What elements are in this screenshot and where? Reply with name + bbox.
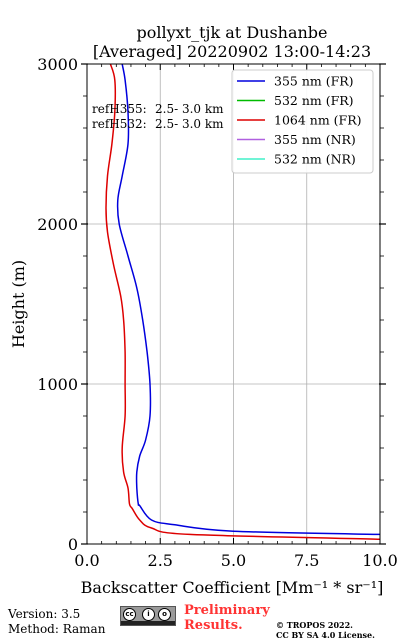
refh532-label: refH532: — [92, 117, 147, 131]
cc-by-sa-icon: cc i o — [120, 606, 176, 626]
copyright-line2: CC BY SA 4.0 License. — [276, 630, 375, 640]
ref-height-annotations: refH355: 2.5- 3.0 km refH532: 2.5- 3.0 k… — [92, 102, 224, 131]
x-tick-label: 5.0 — [221, 551, 246, 570]
legend-label: 532 nm (FR) — [274, 93, 354, 108]
legend-label: 532 nm (NR) — [274, 152, 356, 167]
refh355-label: refH355: — [92, 102, 147, 116]
y-tick-label: 1000 — [37, 375, 78, 394]
axis-ticks: 0.0 2.5 5.0 7.5 10.0 0 1000 2000 3000 — [37, 55, 398, 570]
cc-badge-bar — [121, 621, 175, 625]
version-text: Version: 3.5 — [8, 607, 81, 621]
cc-circle-icon: cc — [123, 608, 136, 621]
y-tick-label: 0 — [68, 535, 78, 554]
chart-title-line2: [Averaged] 20220902 13:00-14:23 — [93, 42, 371, 61]
x-tick-label: 10.0 — [362, 551, 398, 570]
chart-legend: 355 nm (FR) 532 nm (FR) 1064 nm (FR) 355 nm… — [231, 69, 374, 174]
legend-label: 355 nm (FR) — [274, 74, 354, 89]
data-series — [105, 64, 380, 540]
preliminary-line1: Preliminary — [184, 603, 270, 618]
y-tick-label: 2000 — [37, 215, 78, 234]
legend-box — [231, 69, 374, 174]
copyright-note: © TROPOS 2022. CC BY SA 4.0 License. — [276, 620, 375, 640]
by-person-icon: i — [142, 608, 155, 621]
copyright-line1: © TROPOS 2022. — [276, 620, 353, 630]
preliminary-results-note: Preliminary Results. — [184, 603, 270, 633]
x-tick-label: 7.5 — [294, 551, 319, 570]
sa-circle-icon: o — [158, 608, 171, 621]
x-tick-label: 0.0 — [74, 551, 99, 570]
x-axis-label: Backscatter Coefficient [Mm⁻¹ * sr⁻¹] — [81, 578, 384, 597]
preliminary-line2: Results. — [184, 618, 243, 633]
plot-frame — [86, 63, 381, 545]
x-tick-label: 2.5 — [148, 551, 173, 570]
legend-label: 355 nm (NR) — [274, 132, 356, 147]
refh532-range: 2.5- 3.0 km — [155, 117, 224, 131]
y-axis-label: Height (m) — [9, 260, 28, 348]
legend-label: 1064 nm (FR) — [274, 113, 362, 128]
series-line-0 — [116, 64, 380, 536]
chart-title-line1: pollyxt_tjk at Dushanbe — [136, 23, 327, 42]
series-line-2 — [105, 64, 380, 540]
refh355-range: 2.5- 3.0 km — [155, 102, 224, 116]
y-tick-label: 3000 — [37, 55, 78, 74]
method-text: Method: Raman — [8, 622, 106, 636]
